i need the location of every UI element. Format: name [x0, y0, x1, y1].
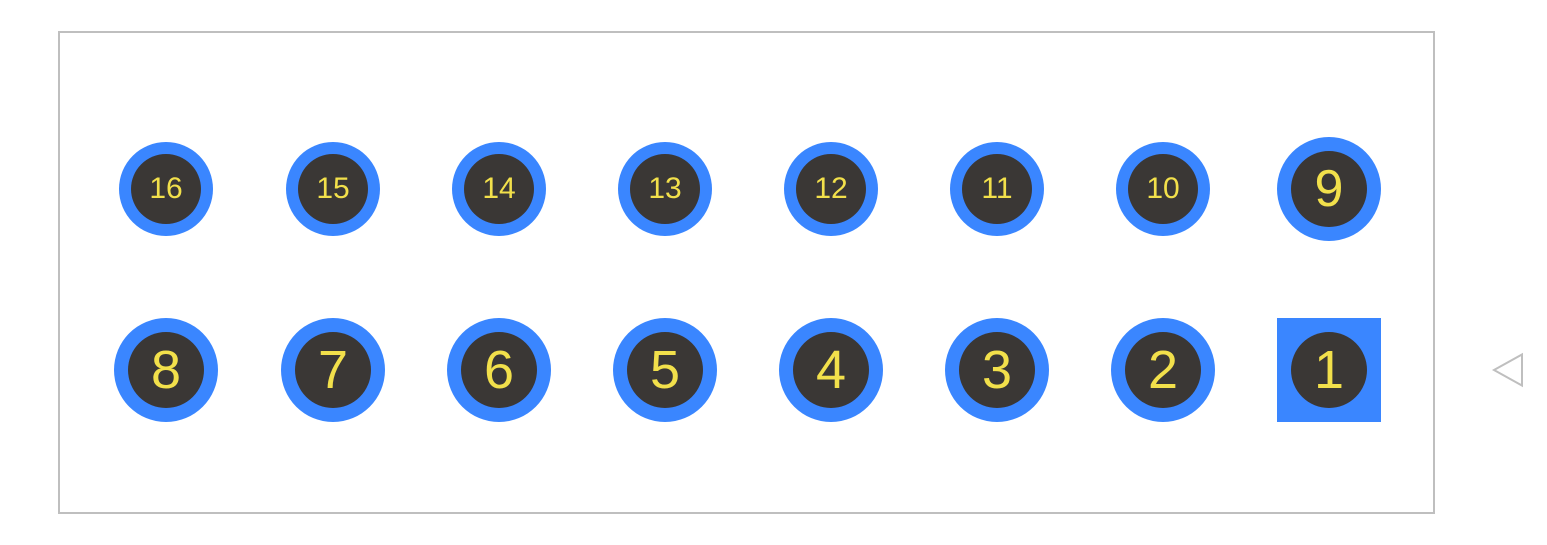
- pad-8: 8: [114, 318, 218, 422]
- pad-ring-10: 10: [1116, 142, 1210, 236]
- pad-label: 8: [151, 339, 181, 401]
- pad-hole-12: 12: [796, 154, 866, 224]
- pad-hole-1: 1: [1291, 332, 1367, 408]
- pad-hole-10: 10: [1128, 154, 1198, 224]
- pad-hole-7: 7: [295, 332, 371, 408]
- pad-hole-14: 14: [464, 154, 534, 224]
- pad-ring-14: 14: [452, 142, 546, 236]
- pad-hole-6: 6: [461, 332, 537, 408]
- pad-ring-8: 8: [114, 318, 218, 422]
- pad-label: 16: [149, 172, 182, 206]
- pad-ring-13: 13: [618, 142, 712, 236]
- pad-hole-3: 3: [959, 332, 1035, 408]
- pad-hole-16: 16: [131, 154, 201, 224]
- pad-9: 9: [1277, 137, 1381, 241]
- pad-label: 11: [981, 172, 1012, 206]
- pad-label: 7: [318, 339, 348, 401]
- pad-14: 14: [452, 142, 546, 236]
- pad-ring-3: 3: [945, 318, 1049, 422]
- pad-ring-15: 15: [286, 142, 380, 236]
- pad-ring-16: 16: [119, 142, 213, 236]
- pad-label: 6: [484, 339, 514, 401]
- pad-10: 10: [1116, 142, 1210, 236]
- pad-ring-5: 5: [613, 318, 717, 422]
- pad-label: 9: [1315, 159, 1344, 219]
- pad-4: 4: [779, 318, 883, 422]
- pad-ring-9: 9: [1277, 137, 1381, 241]
- pad-6: 6: [447, 318, 551, 422]
- pad-ring-11: 11: [950, 142, 1044, 236]
- pad-hole-2: 2: [1125, 332, 1201, 408]
- pad-hole-13: 13: [630, 154, 700, 224]
- pad-12: 12: [784, 142, 878, 236]
- pad-label: 1: [1314, 339, 1344, 401]
- pad-label: 15: [316, 172, 349, 206]
- pad-16: 16: [119, 142, 213, 236]
- pad-label: 12: [814, 172, 847, 206]
- pad-label: 2: [1148, 339, 1178, 401]
- pad-hole-11: 11: [962, 154, 1032, 224]
- pad-ring-4: 4: [779, 318, 883, 422]
- pad-3: 3: [945, 318, 1049, 422]
- pad-13: 13: [618, 142, 712, 236]
- pad-ring-12: 12: [784, 142, 878, 236]
- pad-15: 15: [286, 142, 380, 236]
- pad-hole-15: 15: [298, 154, 368, 224]
- pad-label: 3: [982, 339, 1012, 401]
- component-outline: [58, 31, 1435, 514]
- pad-label: 14: [482, 172, 515, 206]
- pad-label: 4: [816, 339, 846, 401]
- pad-1: 1: [1277, 318, 1381, 422]
- pad-ring-2: 2: [1111, 318, 1215, 422]
- pad-2: 2: [1111, 318, 1215, 422]
- pad-ring-7: 7: [281, 318, 385, 422]
- pad-5: 5: [613, 318, 717, 422]
- pad-hole-5: 5: [627, 332, 703, 408]
- pad-label: 5: [650, 339, 680, 401]
- pad-label: 13: [648, 172, 681, 206]
- pad-ring-6: 6: [447, 318, 551, 422]
- pad-label: 10: [1146, 172, 1179, 206]
- pad-hole-8: 8: [128, 332, 204, 408]
- pad-square-1: 1: [1277, 318, 1381, 422]
- pad-7: 7: [281, 318, 385, 422]
- pad-hole-4: 4: [793, 332, 869, 408]
- pad-11: 11: [950, 142, 1044, 236]
- pin1-triangle-icon: [1494, 354, 1522, 385]
- pad-hole-9: 9: [1291, 151, 1367, 227]
